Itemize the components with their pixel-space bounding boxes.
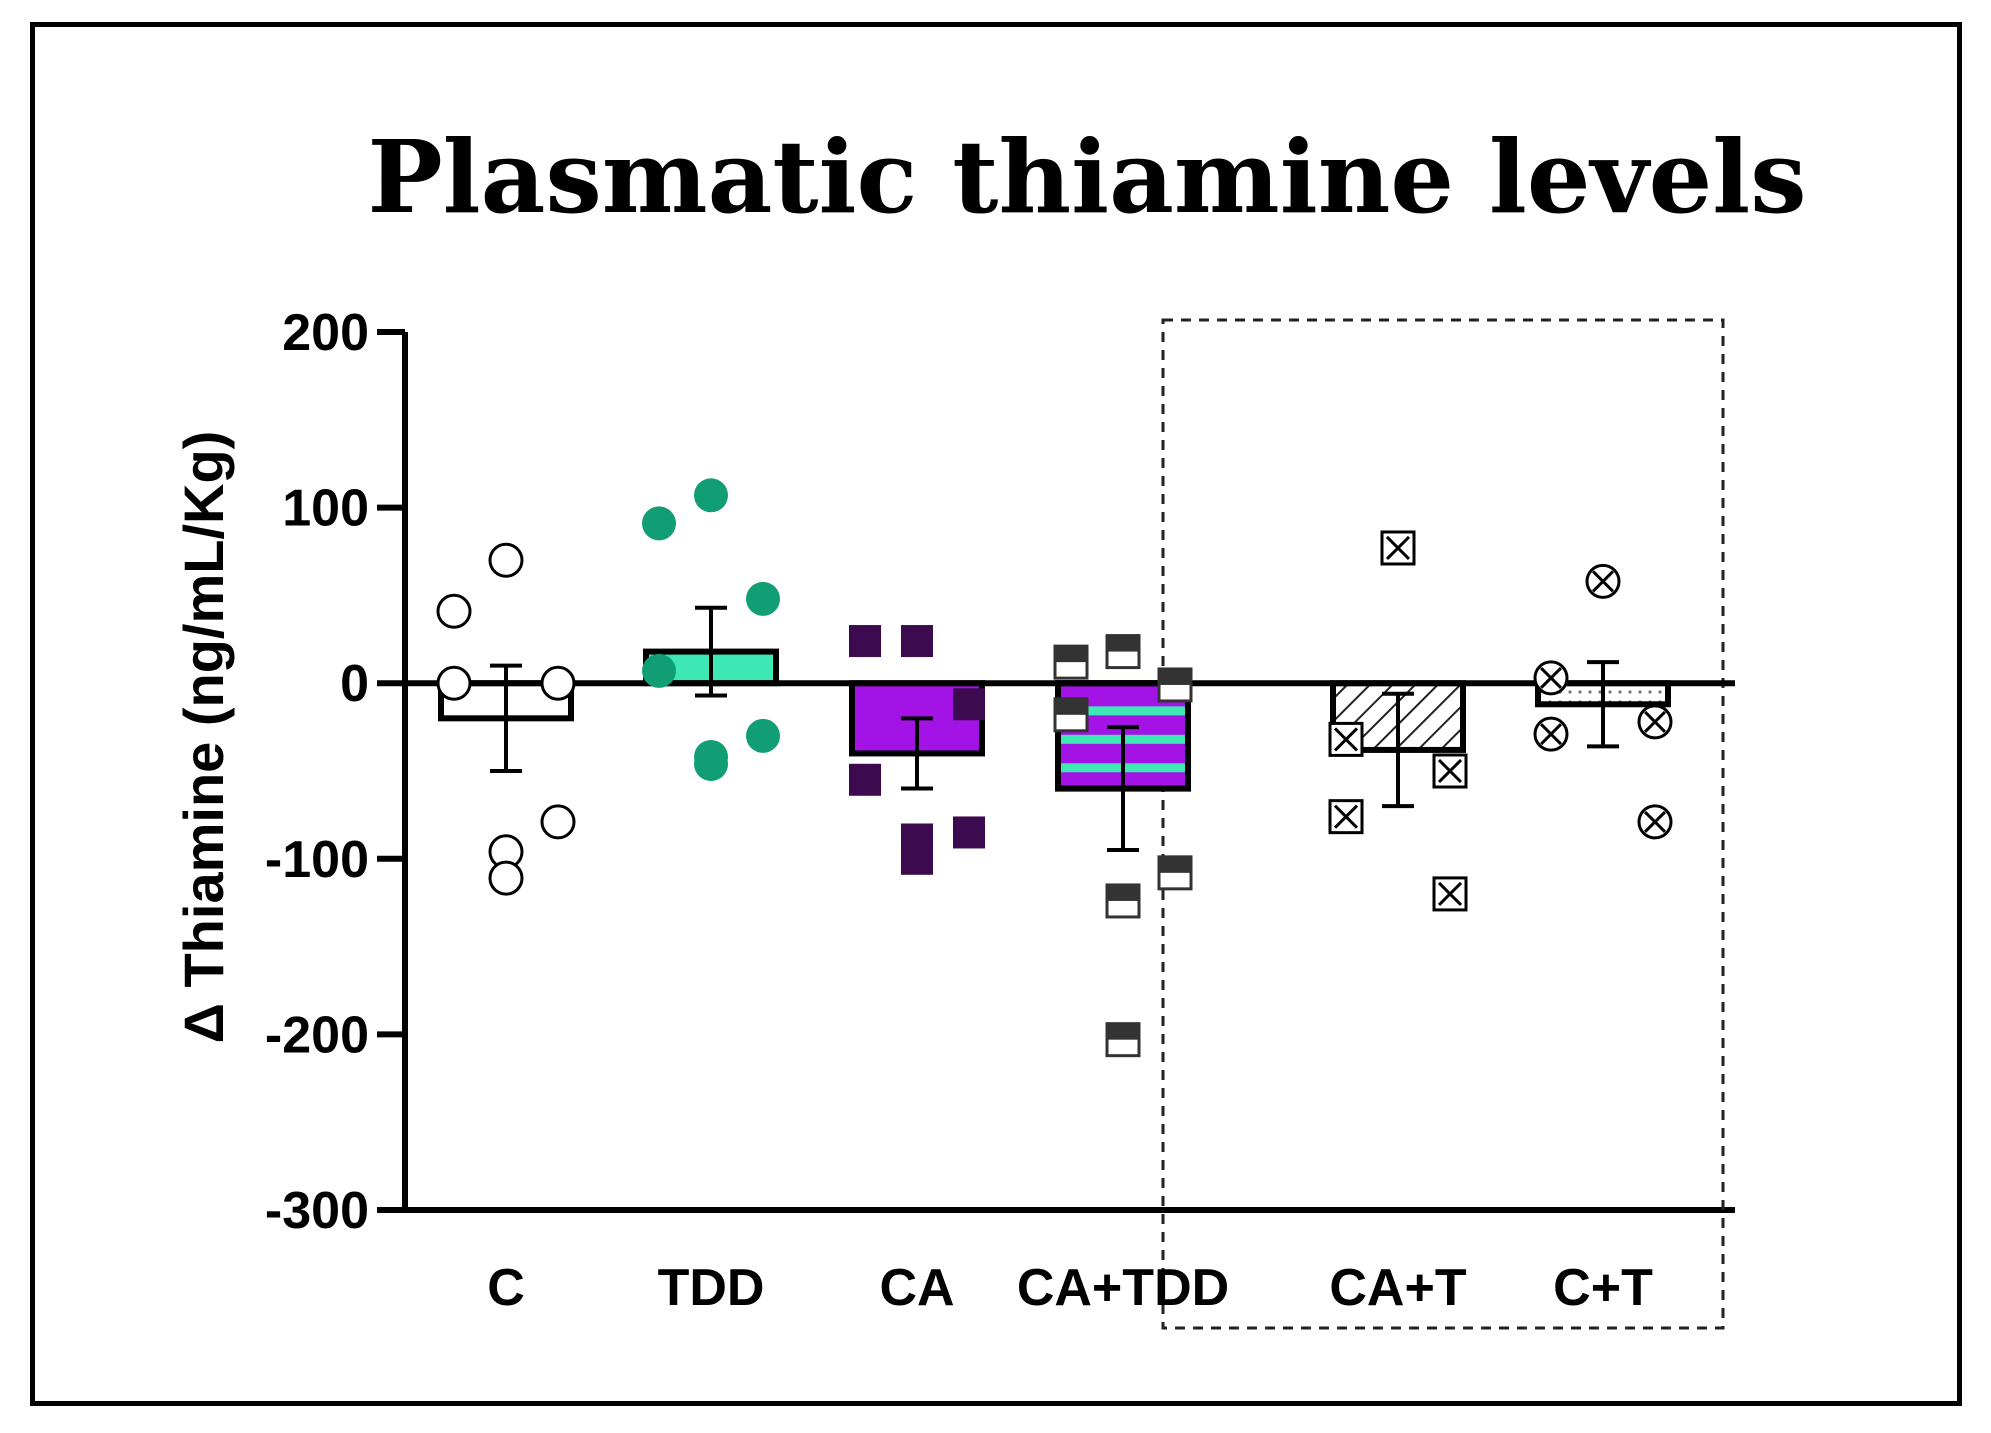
data-point [1105,883,1141,919]
x-category-label: CA+T [1329,1259,1466,1317]
data-point [1157,855,1193,891]
data-point [694,478,728,513]
bar-stripe [1061,706,1185,716]
data-point [746,581,780,616]
chart-title: Plasmatic thiamine levels [367,118,1806,236]
data-point [1533,660,1569,696]
data-point [1328,721,1364,757]
data-point [1105,634,1141,670]
data-point [1380,530,1416,566]
y-tick-label: -300 [265,1182,369,1240]
data-point [901,625,933,658]
data-point [953,816,985,849]
data-point [488,542,524,578]
plot-area: 200 100 0 -100 -200 -300 C TDD CA CA+TDD CA+T C+T [265,304,1735,1330]
data-point [746,718,780,753]
data-point [1432,753,1468,789]
data-point [849,625,881,658]
data-point [436,593,472,629]
data-point [1432,876,1468,912]
y-axis-title: Δ Thiamine (ng/mL/Kg) [172,431,235,1044]
data-point [1053,644,1089,680]
data-point [1157,667,1193,703]
data-point [849,763,881,796]
x-category-label: CA+TDD [1017,1259,1229,1317]
data-point [488,860,524,896]
data-point [540,804,576,840]
data-point [1637,704,1673,740]
data-point [1637,804,1673,840]
x-category-label: C [487,1259,525,1317]
y-tick-label: 100 [282,480,369,538]
data-point [953,688,985,721]
x-category-label: TDD [658,1259,765,1317]
data-point [1105,1022,1141,1058]
chart: Plasmatic thiamine levels Δ Thiamine (ng… [172,118,1807,1330]
data-point [436,665,472,701]
figure-frame: Plasmatic thiamine levels Δ Thiamine (ng… [30,22,1962,1406]
data-point [1053,697,1089,733]
data-point [540,665,576,701]
data-point [1533,716,1569,752]
data-point [642,653,676,688]
data-point [901,842,933,875]
y-tick-label: -100 [265,831,369,889]
y-tick-label: 0 [340,655,369,713]
data-point [1585,563,1621,599]
x-category-label: C+T [1553,1259,1653,1317]
x-category-label: CA [879,1259,954,1317]
y-tick-label: 200 [282,304,369,362]
data-point [694,746,728,781]
y-tick-label: -200 [265,1006,369,1064]
data-point [1328,799,1364,835]
data-point [642,506,676,541]
highlight-box [1161,318,1725,1330]
